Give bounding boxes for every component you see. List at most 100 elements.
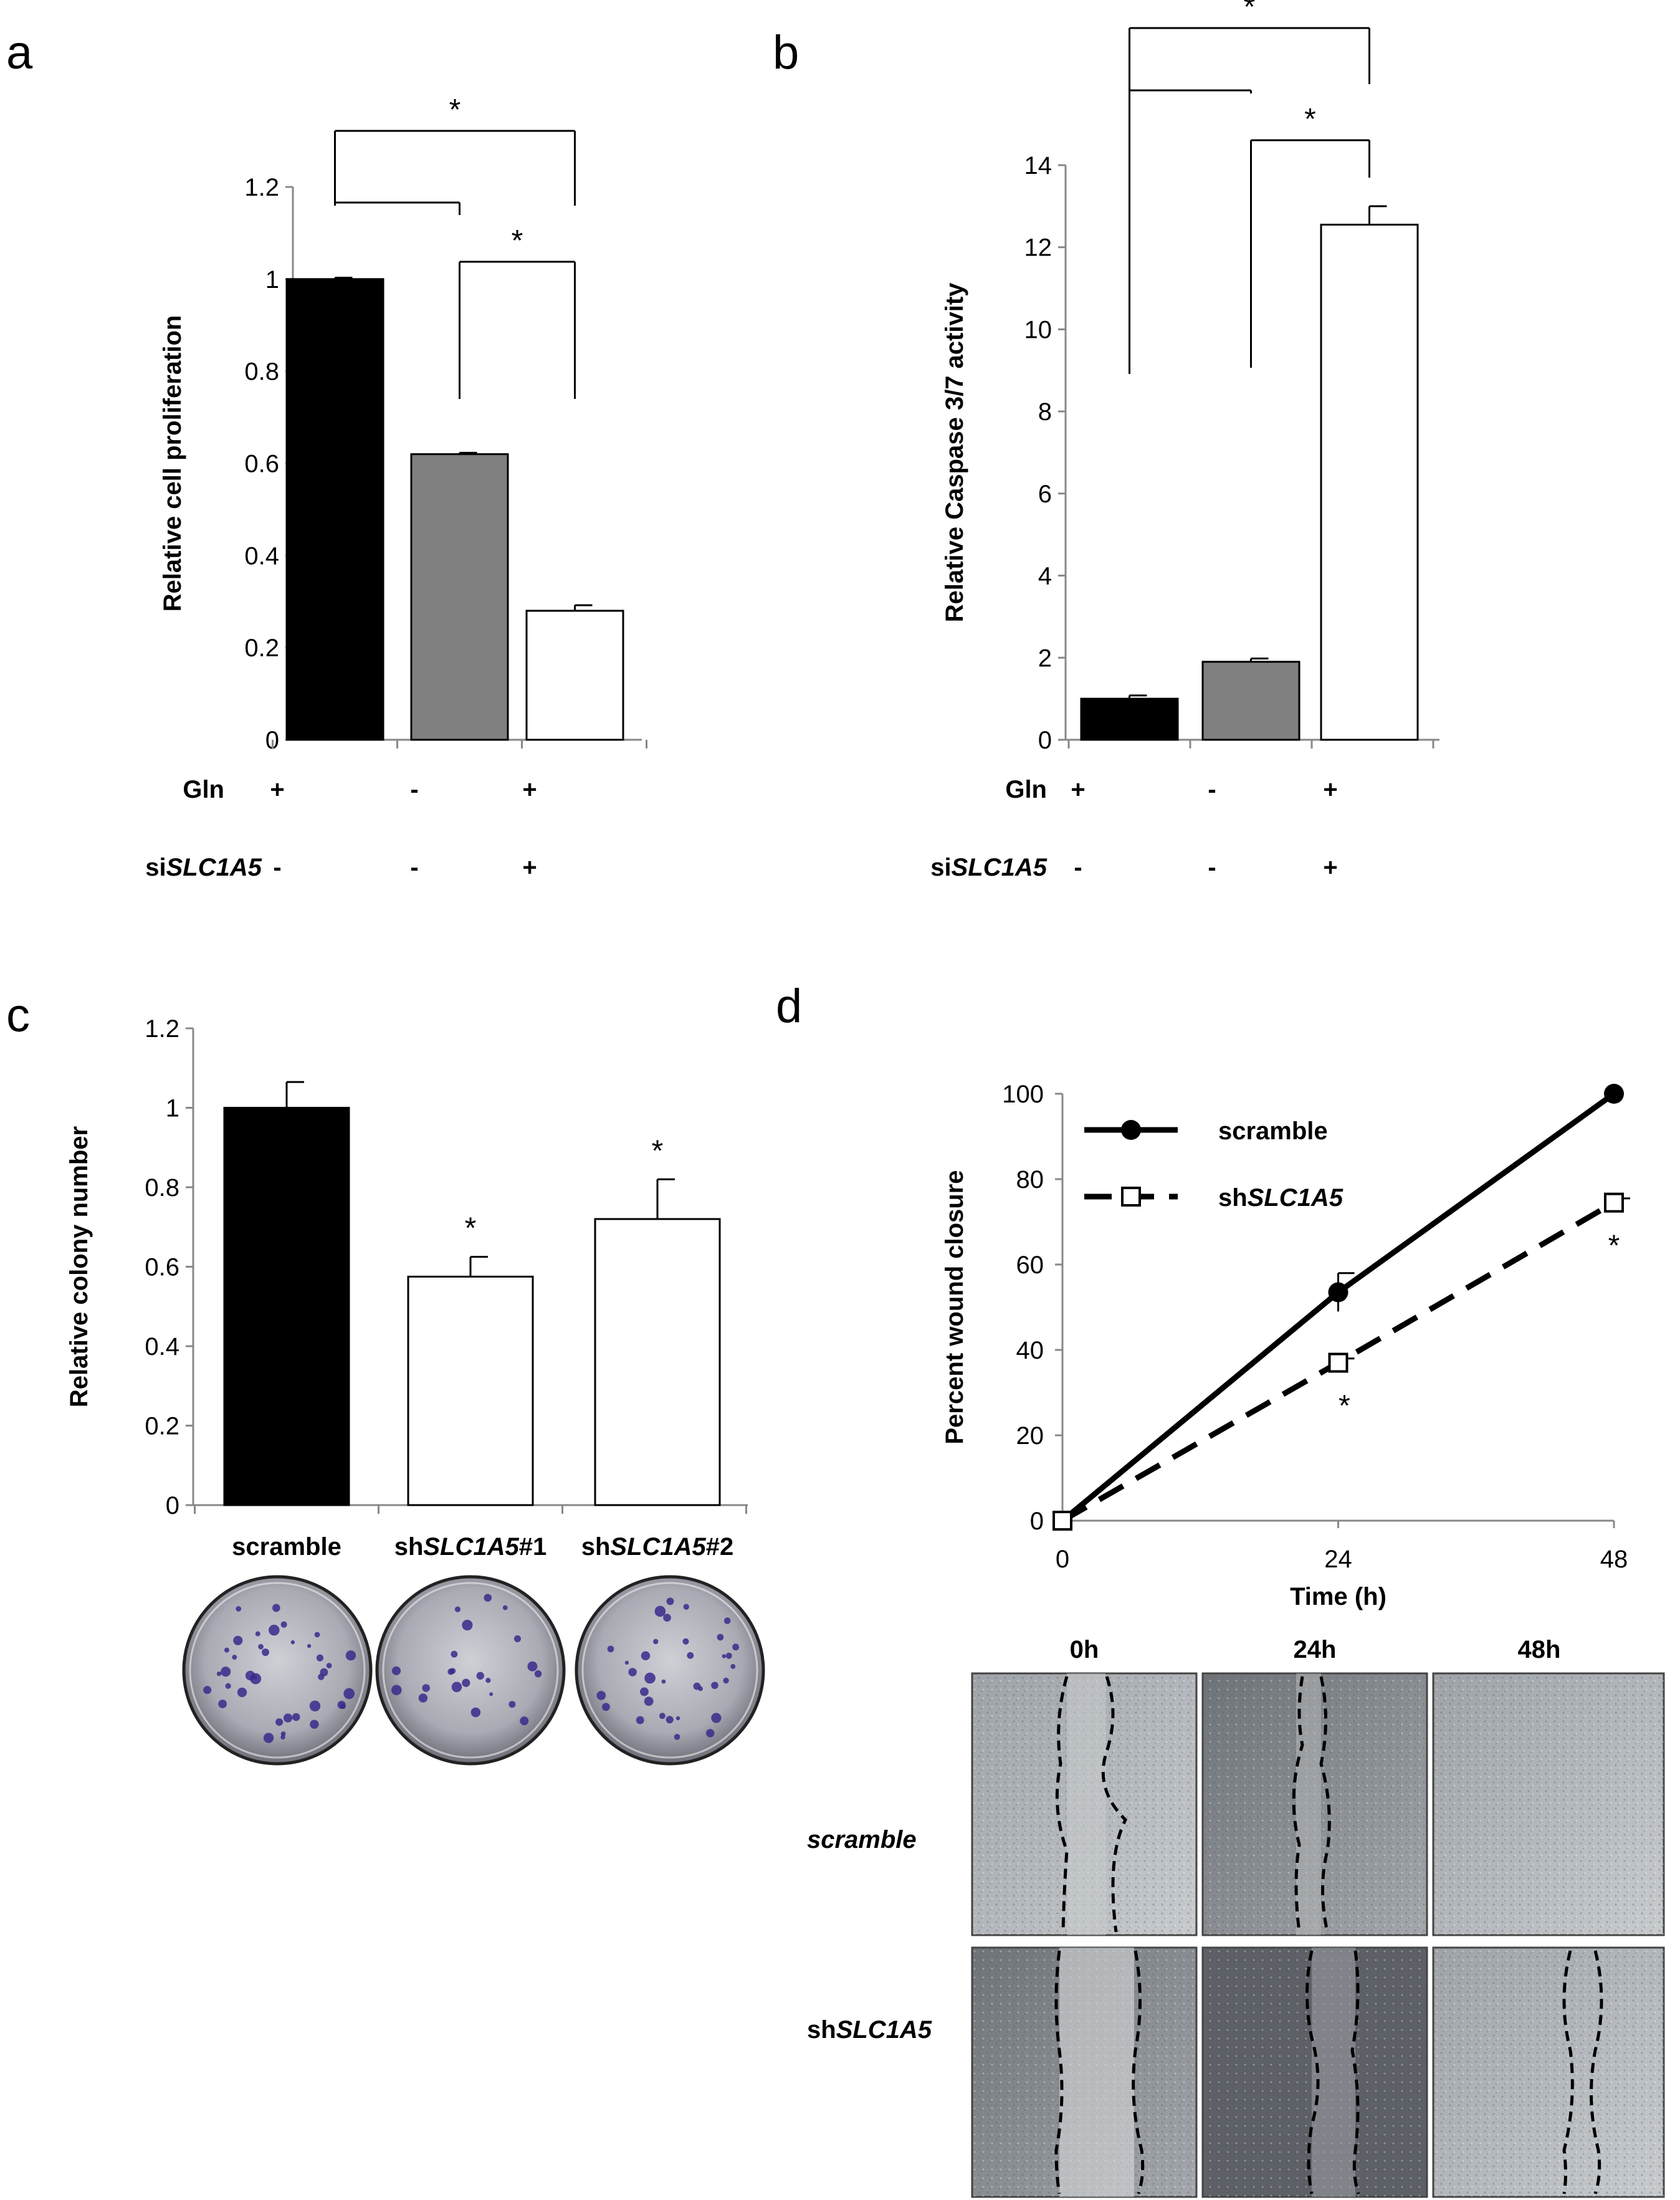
y-axis-label: Percent wound closure — [941, 1170, 968, 1444]
colony-1-10 — [454, 1606, 461, 1612]
colony-1-21 — [527, 1661, 538, 1672]
y-tick-label: 0 — [1038, 727, 1052, 754]
colony-1-4 — [470, 1707, 481, 1718]
colony-2-23 — [628, 1668, 637, 1676]
gln-sign-2: + — [1323, 776, 1337, 803]
colony-2-22 — [644, 1696, 654, 1706]
colony-1-18 — [391, 1685, 402, 1696]
panel-label-b: b — [773, 26, 799, 79]
colony-0-28 — [283, 1713, 293, 1723]
colony-2-18 — [687, 1652, 694, 1659]
colony-0-17 — [258, 1643, 264, 1650]
si-sign-0: - — [1074, 854, 1082, 881]
colony-0-12 — [232, 1655, 237, 1660]
colony-0-26 — [272, 1604, 280, 1612]
colony-2-6 — [653, 1638, 659, 1645]
colony-2-15 — [666, 1716, 674, 1724]
bar-2 — [525, 610, 624, 741]
colony-0-36 — [236, 1606, 242, 1612]
colony-2-24 — [723, 1617, 731, 1624]
colony-2-11 — [717, 1633, 724, 1641]
x-axis-label: Time (h) — [1290, 1583, 1386, 1610]
colony-1-14 — [422, 1684, 430, 1692]
colony-0-16 — [233, 1635, 243, 1645]
colony-0-3 — [237, 1687, 247, 1698]
legend-marker-scramble — [1121, 1120, 1141, 1140]
colony-1-12 — [485, 1678, 491, 1683]
panel-label-d: d — [776, 980, 802, 1033]
colony-2-25 — [732, 1643, 740, 1651]
category-label-0: scramble — [232, 1533, 341, 1561]
colony-1-16 — [520, 1716, 529, 1726]
y-tick-label: 14 — [1024, 152, 1052, 179]
gln-sign-1: - — [410, 776, 418, 803]
y-tick-label: 0.8 — [145, 1174, 179, 1202]
significance-star-1: * — [465, 1212, 477, 1245]
y-tick-label: 20 — [1016, 1422, 1044, 1450]
colony-0-6 — [224, 1647, 230, 1653]
legend-label-scramble: scramble — [1218, 1117, 1328, 1145]
colony-0-29 — [269, 1624, 280, 1636]
colony-2-8 — [722, 1654, 726, 1658]
panel-label-c: c — [6, 989, 30, 1042]
y-tick-label: 0.8 — [244, 358, 279, 386]
colony-plates — [182, 1575, 765, 1766]
colony-0-1 — [275, 1718, 284, 1726]
bar-2 — [1320, 223, 1419, 741]
si-sign-1: - — [1208, 854, 1216, 881]
colony-plate-rim-0 — [189, 1582, 366, 1759]
chart-d: 0 20 40 60 80 100 0 24 48 Time (h) Percent wound c… — [941, 1081, 1630, 1610]
colony-plate-1 — [375, 1575, 566, 1766]
wound-images: 0h 24h 48h scramble shSLC1A5 — [807, 1636, 1665, 2198]
colony-0-8 — [309, 1700, 321, 1712]
colony-0-20 — [316, 1654, 324, 1662]
y-tick-label: 60 — [1016, 1251, 1044, 1279]
significance-star-2: * — [652, 1134, 664, 1167]
colony-0-23 — [280, 1734, 285, 1740]
colony-0-0 — [216, 1671, 222, 1676]
colony-1-11 — [451, 1681, 462, 1693]
si-sign-2: + — [1323, 854, 1337, 881]
colony-0-9 — [292, 1713, 300, 1721]
colony-2-13 — [602, 1703, 610, 1711]
colony-1-8 — [534, 1670, 542, 1678]
point-1-2 — [1604, 1192, 1624, 1213]
colony-0-32 — [203, 1686, 212, 1695]
colony-plate-rim-1 — [382, 1582, 559, 1759]
wound-row-shslc1a5: shSLC1A5 — [807, 2016, 932, 2044]
colony-2-10 — [674, 1734, 680, 1740]
bar-1 — [407, 1275, 534, 1506]
condition-label-si: siSLC1A5 — [930, 854, 1047, 881]
y-tick-label: 1.2 — [244, 174, 279, 201]
colony-0-24 — [263, 1733, 274, 1743]
chart-c: 0 0.2 0.4 0.6 0.8 1 1.2 Relative colony number *… — [65, 1015, 748, 1561]
si-sign-2: + — [522, 854, 537, 881]
colony-1-19 — [418, 1693, 428, 1703]
y-tick-label: 0.4 — [145, 1333, 179, 1361]
bar-0 — [1080, 697, 1179, 741]
y-tick-label: 8 — [1038, 398, 1052, 426]
y-tick-label: 1.2 — [145, 1015, 179, 1043]
y-tick-label: 100 — [1002, 1081, 1044, 1108]
significance-star-1-2: * — [1608, 1230, 1620, 1263]
colony-2-28 — [659, 1713, 666, 1719]
y-tick-label: 1 — [265, 266, 279, 294]
x-tick-label: 24 — [1324, 1546, 1352, 1573]
condition-label-gln: Gln — [183, 776, 224, 803]
y-tick-label: 0.2 — [145, 1413, 179, 1440]
colony-0-30 — [320, 1668, 328, 1676]
colony-1-3 — [447, 1668, 454, 1675]
y-tick-label: 2 — [1038, 644, 1052, 672]
colony-1-15 — [513, 1635, 522, 1642]
bracket-star-2: * — [512, 224, 523, 257]
y-tick-label: 0 — [166, 1492, 179, 1519]
colony-0-11 — [326, 1663, 332, 1668]
colony-2-0 — [644, 1672, 656, 1684]
significance-star-1-1: * — [1339, 1390, 1350, 1423]
colony-1-7 — [508, 1701, 516, 1708]
panel-label-a: a — [6, 26, 33, 79]
bar-1 — [1201, 661, 1301, 741]
bracket-star-0: * — [1244, 0, 1256, 24]
